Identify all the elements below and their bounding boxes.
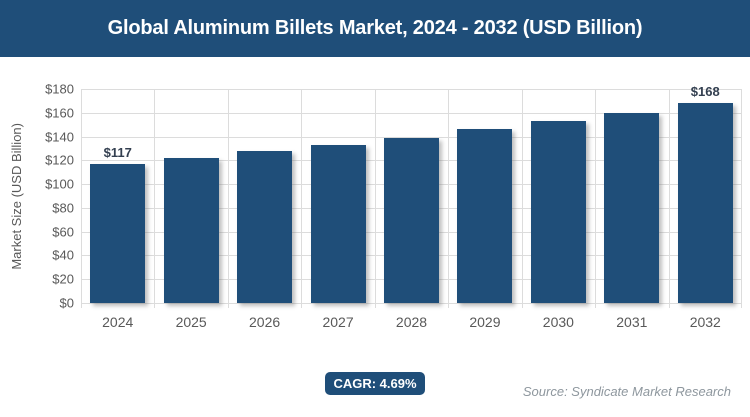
x-tick-label: 2027 xyxy=(322,314,354,330)
bar-value-label: $117 xyxy=(103,144,132,160)
bar-2025 xyxy=(163,157,219,303)
cagr-badge: CAGR: 4.69% xyxy=(325,372,425,395)
gridline-vertical xyxy=(227,89,229,308)
x-tick-label: 2029 xyxy=(469,314,501,330)
y-tick-label: $140 xyxy=(45,129,74,145)
x-tick-label: 2026 xyxy=(249,314,281,330)
y-tick-label: $60 xyxy=(52,224,74,240)
gridline-vertical xyxy=(374,89,376,308)
gridline-vertical xyxy=(154,89,156,308)
source-credit: Source: Syndicate Market Research xyxy=(522,384,731,399)
gridline-vertical xyxy=(595,89,597,308)
bar-2024 xyxy=(90,163,146,303)
y-tick-label: $40 xyxy=(52,247,74,263)
x-tick-label: 2025 xyxy=(175,314,207,330)
bar-2030 xyxy=(530,121,586,303)
x-tick-label: 2030 xyxy=(542,314,574,330)
x-tick-label: 2031 xyxy=(616,314,648,330)
bar-2031 xyxy=(604,112,660,303)
x-tick-label: 2024 xyxy=(102,314,134,330)
bar-2029 xyxy=(457,129,513,303)
y-tick-label: $0 xyxy=(59,295,74,311)
y-tick-label: $20 xyxy=(52,271,74,287)
x-tick-label: 2028 xyxy=(395,314,428,330)
bar-2026 xyxy=(237,150,293,303)
y-tick-label: $80 xyxy=(52,200,74,216)
bar-2027 xyxy=(310,144,366,303)
chart-title-banner: Global Aluminum Billets Market, 2024 - 2… xyxy=(0,0,750,57)
gridline-vertical xyxy=(81,89,82,308)
gridline-vertical xyxy=(448,89,450,308)
y-tick-label: $100 xyxy=(45,176,74,192)
y-tick-label: $160 xyxy=(45,105,74,121)
plot-area: $0 $20 $40 $60 $80 $100 $120 $140 $160 $180 2024 $1… xyxy=(45,82,742,330)
y-axis-title: Market Size (USD Billion) xyxy=(4,89,28,303)
y-tick-label: $120 xyxy=(45,152,74,168)
gridline-vertical xyxy=(521,89,523,308)
y-tick-label: $180 xyxy=(45,81,74,97)
gridline-horizontal xyxy=(81,89,742,90)
gridline-vertical xyxy=(301,89,303,308)
y-axis-title-text: Market Size (USD Billion) xyxy=(8,122,24,270)
gridline-horizontal xyxy=(81,136,742,138)
bar-value-label: $168 xyxy=(690,84,720,100)
gridline-horizontal xyxy=(81,303,742,304)
cagr-badge-label: CAGR: 4.69% xyxy=(333,376,417,391)
x-tick-label: 2032 xyxy=(689,314,721,330)
bar-2032 xyxy=(677,103,733,303)
chart-title: Global Aluminum Billets Market, 2024 - 2… xyxy=(107,17,643,39)
bar-2028 xyxy=(384,137,439,303)
gridline-vertical xyxy=(741,89,742,308)
gridline-vertical xyxy=(668,89,670,308)
gridline-horizontal xyxy=(81,112,742,114)
